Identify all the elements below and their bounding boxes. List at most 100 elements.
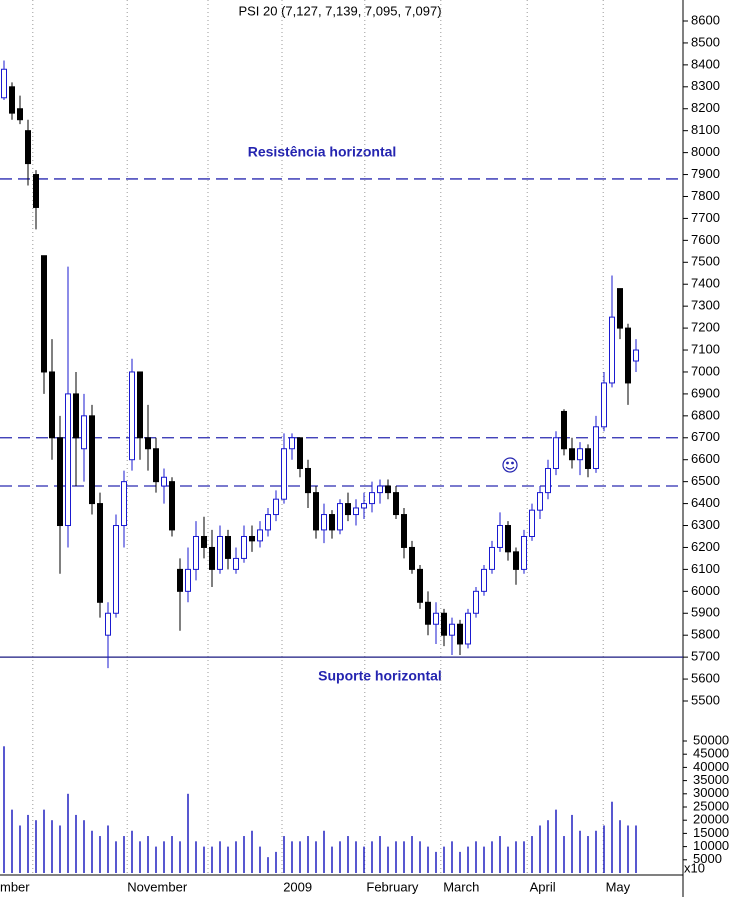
y-tick-label: 7200 — [691, 320, 720, 335]
candle-body — [353, 507, 359, 516]
candle-body — [225, 535, 231, 559]
candle-body — [161, 476, 167, 487]
candle-body — [345, 503, 351, 516]
candle-body — [169, 481, 175, 531]
candle-body — [129, 371, 135, 461]
candle-body — [217, 535, 223, 570]
y-tick-label: 5600 — [691, 671, 720, 686]
candle-body — [337, 503, 343, 531]
candle-body — [593, 426, 599, 469]
candle-body — [265, 514, 271, 531]
y-tick-label: 6400 — [691, 495, 720, 510]
y-tick-label: 5700 — [691, 649, 720, 664]
candle-body — [433, 612, 439, 625]
candle-body — [25, 130, 31, 165]
candle-body — [185, 568, 191, 592]
candle-body — [361, 503, 367, 509]
candle-body — [193, 535, 199, 570]
y-tick-label: 6100 — [691, 561, 720, 576]
y-tick-label: 5900 — [691, 605, 720, 620]
support-label: Suporte horizontal — [318, 668, 442, 684]
candle-body — [289, 437, 295, 450]
y-tick-label: 7000 — [691, 363, 720, 378]
y-tick-label: 7500 — [691, 254, 720, 269]
candle-body — [409, 546, 415, 570]
x-tick-label: April — [530, 879, 556, 894]
candle-body — [49, 371, 55, 439]
volume-tick-label: 15000 — [693, 825, 729, 840]
volume-tick-label: 20000 — [693, 812, 729, 827]
candle-body — [545, 467, 551, 494]
y-tick-label: 8400 — [691, 56, 720, 71]
candle-body — [145, 437, 151, 450]
candle-body — [201, 535, 207, 548]
volume-tick-label: 10000 — [693, 838, 729, 853]
y-tick-label: 7400 — [691, 276, 720, 291]
y-tick-label: 8500 — [691, 34, 720, 49]
candle-body — [633, 349, 639, 362]
candle-body — [89, 415, 95, 505]
candle-body — [497, 525, 503, 548]
volume-tick-label: 25000 — [693, 798, 729, 813]
candle-body — [489, 546, 495, 570]
resistance-label: Resistência horizontal — [248, 144, 397, 160]
y-tick-label: 6800 — [691, 407, 720, 422]
candle-body — [625, 327, 631, 384]
y-tick-label: 5800 — [691, 627, 720, 642]
candle-body — [33, 174, 39, 208]
candle-body — [449, 623, 455, 636]
candle-body — [17, 108, 23, 121]
candle-body — [65, 393, 71, 527]
candle-body — [577, 448, 583, 461]
candle-body — [505, 525, 511, 553]
x-tick-label: February — [366, 879, 419, 894]
candle-body — [177, 568, 183, 592]
y-tick-label: 7300 — [691, 298, 720, 313]
candle-body — [57, 437, 63, 527]
candle-body — [425, 601, 431, 625]
volume-tick-label: 50000 — [693, 732, 729, 747]
volume-tick-label: 30000 — [693, 785, 729, 800]
volume-tick-label: 45000 — [693, 746, 729, 761]
candle-body — [441, 612, 447, 636]
candle-body — [153, 448, 159, 483]
candle-body — [1, 68, 7, 99]
x-tick-label: November — [127, 879, 188, 894]
y-tick-label: 6900 — [691, 385, 720, 400]
candle-body — [113, 525, 119, 614]
candle-body — [257, 529, 263, 542]
y-tick-label: 8100 — [691, 122, 720, 137]
candle-body — [97, 503, 103, 603]
y-tick-label: 6200 — [691, 539, 720, 554]
candle-body — [121, 481, 127, 527]
candle-body — [321, 514, 327, 531]
x-tick-label: May — [606, 879, 631, 894]
y-tick-label: 7700 — [691, 210, 720, 225]
y-tick-label: 6500 — [691, 473, 720, 488]
x-tick-label: March — [443, 879, 479, 894]
y-tick-label: 6700 — [691, 429, 720, 444]
candle-body — [553, 437, 559, 469]
y-tick-label: 7600 — [691, 232, 720, 247]
chart-title: PSI 20 (7,127, 7,139, 7,095, 7,097) — [238, 3, 441, 18]
candle-body — [233, 557, 239, 570]
candle-body — [377, 485, 383, 494]
x-tick-label: mber — [0, 879, 30, 894]
candle-body — [385, 485, 391, 494]
y-tick-label: 8600 — [691, 12, 720, 27]
candle-body — [137, 371, 143, 439]
candle-body — [513, 551, 519, 570]
y-tick-label: 6600 — [691, 451, 720, 466]
candle-body — [521, 535, 527, 570]
y-tick-label: 7100 — [691, 341, 720, 356]
candle-body — [305, 467, 311, 494]
candle-body — [297, 437, 303, 469]
y-tick-label: 5500 — [691, 692, 720, 707]
candle-body — [81, 415, 87, 450]
candle-body — [617, 288, 623, 329]
y-tick-label: 6300 — [691, 517, 720, 532]
volume-tick-label: 40000 — [693, 759, 729, 774]
candle-body — [41, 255, 47, 373]
